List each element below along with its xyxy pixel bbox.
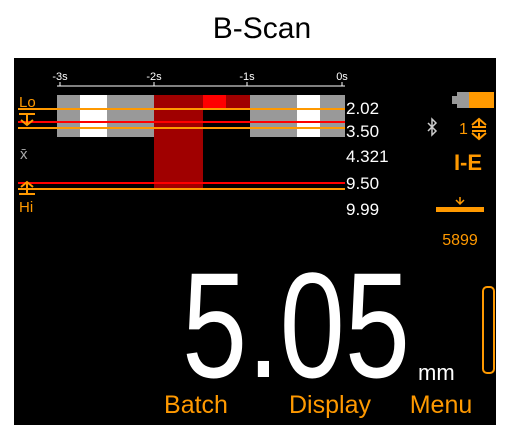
level-bar (482, 286, 495, 374)
battery-icon (452, 92, 494, 108)
unit: mm (418, 360, 455, 385)
time-label: -1s (239, 71, 255, 83)
lo-label: Lo (19, 94, 36, 111)
thickness-value: 5.05 (182, 241, 410, 409)
probe-icon (436, 197, 484, 212)
reading: 3.50 (346, 122, 379, 141)
reading: 9.99 (346, 200, 379, 219)
bluetooth-icon (427, 117, 438, 137)
mode: I-E (454, 150, 482, 175)
reading: 9.50 (346, 174, 379, 193)
title: B-Scan (213, 12, 311, 45)
time-label: -3s (52, 71, 68, 83)
softkey[interactable]: Menu (410, 391, 473, 419)
softkey[interactable]: Display (289, 391, 371, 419)
time-label: -2s (146, 71, 162, 83)
softkey[interactable]: Batch (164, 391, 228, 419)
time-label: 0s (336, 71, 348, 83)
velocity: 5899 (442, 232, 478, 249)
b-scan (18, 82, 345, 195)
gain: 1 (459, 121, 468, 138)
gain-icon (471, 117, 487, 141)
reading: 4.321 (346, 147, 389, 166)
reading: 2.02 (346, 99, 379, 118)
mean-label: x̄ (20, 146, 28, 163)
hi-label: Hi (19, 199, 33, 216)
